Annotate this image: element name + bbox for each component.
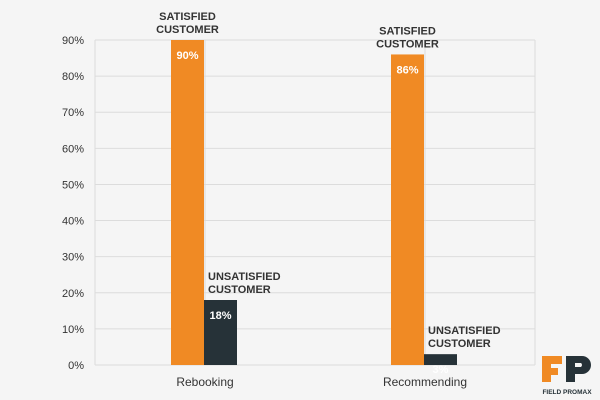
logo-text: FIELD PROMAX: [542, 389, 592, 396]
bar: [424, 354, 457, 365]
bar-annotation: CUSTOMER: [376, 38, 439, 50]
y-tick-label: 30%: [62, 252, 84, 264]
bar-annotation: UNSATISFIED: [208, 271, 281, 283]
logo-f-top: [542, 356, 562, 364]
bar: [391, 54, 424, 365]
bar-annotation: SATISFIED: [159, 11, 216, 23]
y-tick-label: 70%: [62, 107, 84, 119]
x-axis-categories: Rebooking Recommending: [176, 375, 467, 389]
y-tick-label: 0%: [68, 360, 84, 372]
data-label: 86%: [396, 64, 418, 76]
bar: [171, 40, 204, 365]
bar-annotation: CUSTOMER: [428, 338, 491, 350]
bars: 90%SATISFIEDCUSTOMER18%UNSATISFIEDCUSTOM…: [156, 11, 500, 376]
bar-annotation: SATISFIED: [379, 25, 436, 37]
y-tick-label: 80%: [62, 71, 84, 83]
field-promax-logo: FIELD PROMAX: [542, 356, 592, 396]
y-tick-label: 90%: [62, 35, 84, 47]
y-tick-label: 50%: [62, 179, 84, 191]
y-axis-ticks: 0% 10% 20% 30% 40% 50% 60% 70% 80% 90%: [62, 35, 84, 372]
x-category-label: Rebooking: [176, 375, 233, 389]
bar-annotation: CUSTOMER: [208, 284, 271, 296]
logo-f-mid: [542, 368, 558, 375]
y-tick-label: 60%: [62, 143, 84, 155]
bar-annotation: CUSTOMER: [156, 24, 219, 36]
grid-lines: [94, 39, 536, 366]
data-label: 18%: [209, 310, 231, 322]
data-label: 3%: [433, 364, 449, 376]
y-tick-label: 10%: [62, 324, 84, 336]
bar: [204, 300, 237, 365]
bar-annotation: UNSATISFIED: [428, 325, 501, 337]
y-tick-label: 20%: [62, 288, 84, 300]
logo-p-bowl: [566, 356, 591, 374]
y-tick-label: 40%: [62, 216, 84, 228]
data-label: 90%: [176, 50, 198, 62]
x-category-label: Recommending: [383, 375, 467, 389]
